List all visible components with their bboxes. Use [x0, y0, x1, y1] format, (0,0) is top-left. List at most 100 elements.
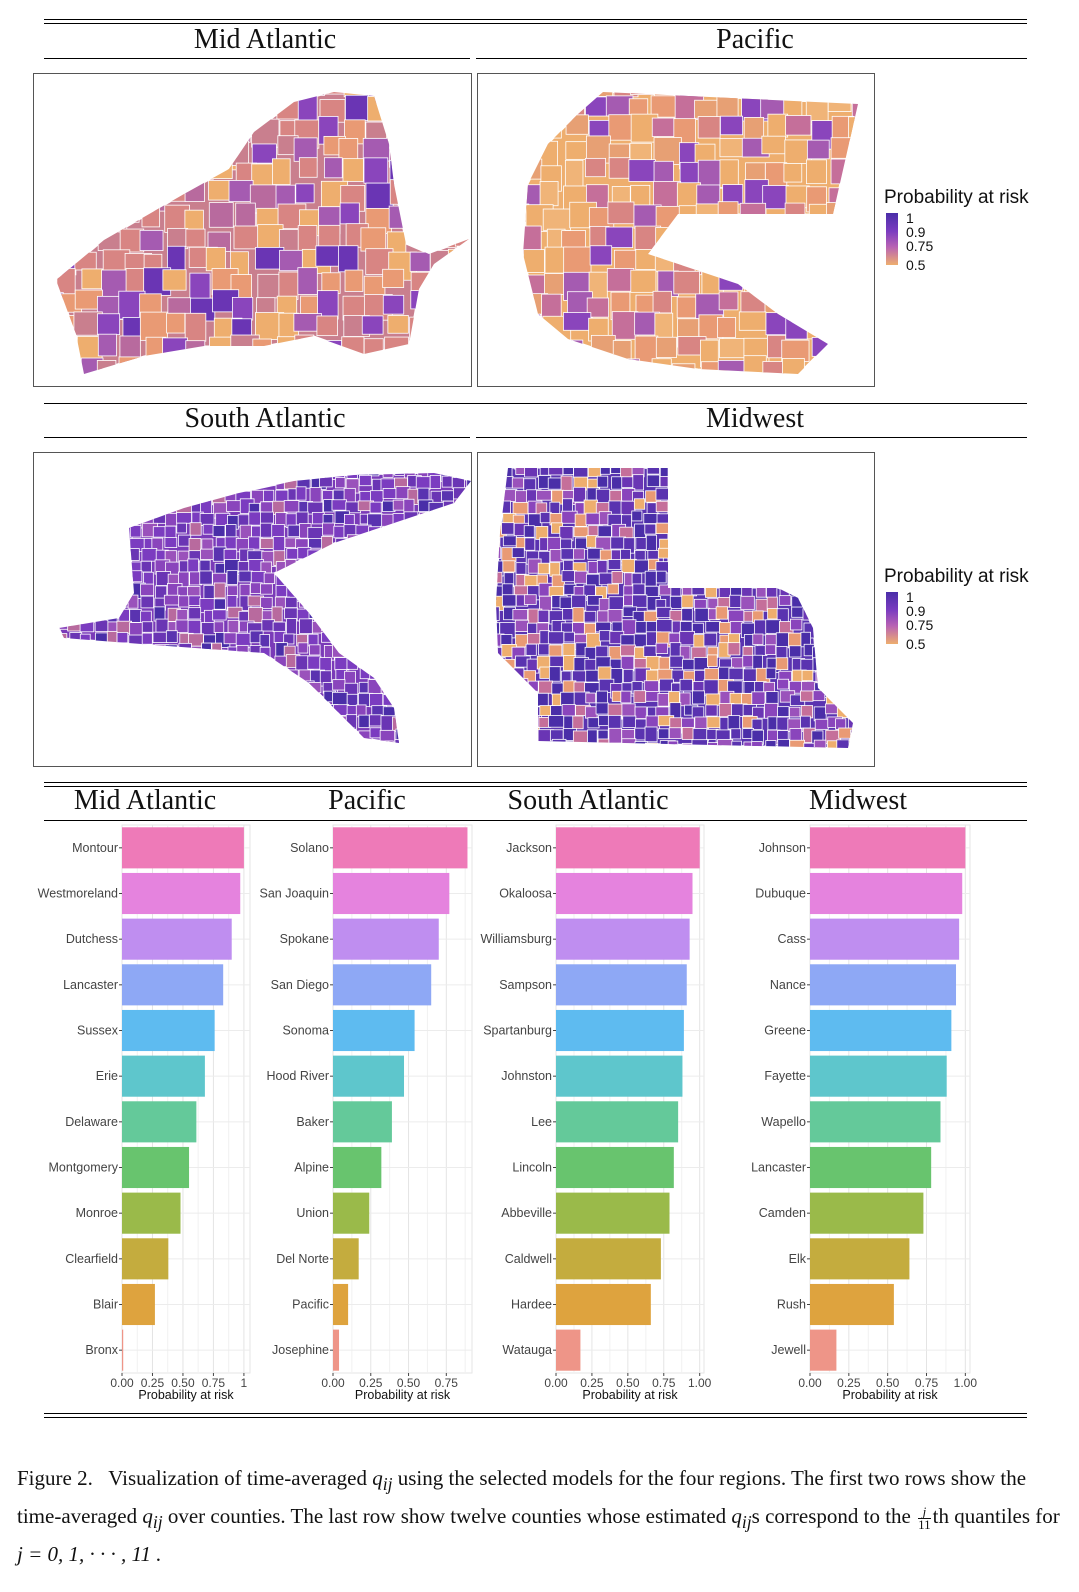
bottom-rule-2 [44, 1417, 1027, 1418]
legend-colorbar [886, 213, 898, 265]
county-cell [703, 632, 718, 647]
bar-elk [810, 1238, 910, 1280]
county-cell [596, 475, 609, 488]
x-tick-label: 0.25 [837, 1376, 861, 1390]
county-cell [607, 583, 619, 595]
county-cell [466, 477, 471, 489]
county-cell [139, 229, 164, 251]
legend-tick: 0.5 [906, 636, 926, 652]
county-cell [584, 157, 606, 178]
bar-solano [333, 827, 468, 869]
category-label: Sonoma [282, 1024, 329, 1038]
x-tick-label: 0.50 [397, 1376, 421, 1390]
x-tick-label: 0.75 [202, 1376, 226, 1390]
bar-blair [122, 1283, 155, 1326]
county-cell [502, 560, 516, 573]
county-cell [257, 224, 284, 251]
rule-under-title [476, 437, 1027, 438]
x-tick-label: 0.75 [435, 1376, 459, 1390]
caption-text-4: s correspond to the [751, 1504, 917, 1529]
category-label: Dubuque [755, 887, 806, 901]
county-cell [536, 489, 552, 501]
county-cell [655, 336, 677, 358]
x-tick-label: 0.25 [359, 1376, 383, 1390]
bar-williamsburg [556, 918, 690, 960]
caption-q: q [372, 1466, 383, 1490]
category-label: San Joaquin [259, 887, 329, 901]
bar-delaware [122, 1101, 197, 1143]
map-title-south-atlantic: South Atlantic [184, 403, 346, 434]
county-cell [496, 606, 500, 621]
county-cell [657, 728, 670, 740]
category-label: Williamsburg [480, 932, 552, 946]
bar-montgomery [122, 1146, 190, 1189]
map-south-atlantic [58, 472, 472, 744]
bar-greene [810, 1009, 952, 1052]
county-cell [751, 741, 763, 748]
county-cell [806, 139, 830, 160]
county-cell [141, 621, 154, 633]
category-label: Sussex [77, 1024, 119, 1038]
bar-del-norte [333, 1238, 359, 1280]
caption-prefix: Figure 2. [17, 1466, 93, 1490]
category-label: Watauga [502, 1343, 552, 1357]
county-cell [139, 311, 169, 341]
legend-tick: 0.9 [906, 224, 926, 240]
caption-sub: ij [382, 1474, 393, 1495]
county-cell [208, 202, 234, 228]
county-cell [752, 706, 765, 719]
caption-text-1: Visualization of time-averaged [108, 1466, 373, 1490]
category-label: Union [296, 1206, 329, 1220]
bar-watauga [556, 1329, 581, 1371]
category-label: Monroe [76, 1206, 118, 1220]
county-cell [681, 594, 694, 608]
county-cell [611, 311, 639, 340]
category-label: Nance [770, 978, 806, 992]
county-cell [646, 474, 660, 488]
county-cell [188, 607, 202, 620]
category-label: Bronx [85, 1343, 118, 1357]
category-label: Caldwell [505, 1252, 552, 1266]
county-cell [309, 644, 321, 656]
map-panel-mid-atlantic [33, 73, 472, 387]
county-cell [715, 606, 728, 620]
county-cell [358, 474, 372, 487]
category-label: Delaware [65, 1115, 118, 1129]
county-cell [297, 267, 318, 295]
bar-fayette [810, 1055, 947, 1097]
legend-colorbar [886, 592, 898, 644]
county-cell [720, 115, 744, 136]
county-cell [369, 501, 382, 514]
county-cell [316, 315, 338, 337]
county-cell [129, 525, 142, 538]
county-cell [382, 268, 405, 288]
county-cell [631, 510, 643, 522]
x-axis-label: Probability at risk [582, 1388, 678, 1402]
bar-dutchess [122, 918, 232, 960]
bar-sussex [122, 1009, 215, 1052]
bar-san-joaquin [333, 872, 450, 915]
county-cell [382, 294, 405, 315]
category-label: Montour [72, 841, 118, 855]
county-cell [523, 594, 537, 605]
category-label: Greene [764, 1024, 806, 1038]
bar-title-midwest: Midwest [809, 785, 907, 816]
x-tick-label: 0.00 [544, 1376, 568, 1390]
county-cell [272, 158, 291, 185]
county-cell [634, 706, 647, 719]
county-cell [511, 547, 525, 558]
x-tick-label: 1 [241, 1376, 248, 1390]
county-cell [548, 666, 561, 682]
x-tick-label: 0.25 [580, 1376, 604, 1390]
map-panel-midwest [477, 452, 875, 767]
bar-union [333, 1192, 370, 1234]
category-label: Erie [96, 1069, 118, 1083]
x-axis-label: Probability at risk [842, 1388, 938, 1402]
county-cell [653, 137, 682, 165]
county-cell [140, 595, 154, 609]
county-cell [260, 596, 273, 609]
x-tick-label: 0.75 [652, 1376, 676, 1390]
bar-josephine [333, 1329, 340, 1371]
top-rule-2 [44, 23, 1027, 24]
bar-sonoma [333, 1009, 415, 1052]
